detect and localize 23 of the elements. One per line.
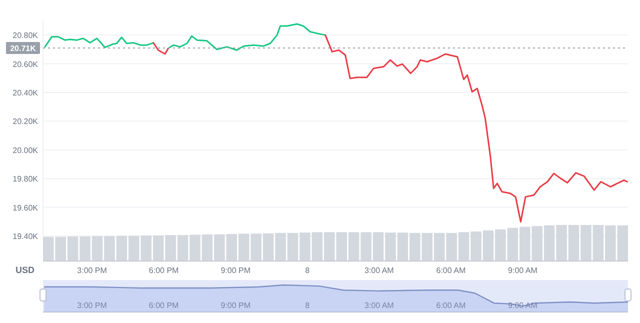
y-tick-label: 19.40K	[12, 232, 39, 241]
x-tick-label: 6:00 AM	[436, 301, 466, 310]
x-tick-label: 6:00 PM	[148, 266, 180, 275]
y-tick-label: 20.20K	[12, 117, 39, 126]
y-tick-label: 20.40K	[12, 88, 39, 98]
x-tick-label: 6:00 AM	[436, 266, 466, 275]
y-tick-label: 19.80K	[12, 174, 39, 184]
y-tick-label: 20.00K	[12, 146, 39, 155]
y-tick-label: 20.60K	[12, 60, 39, 69]
x-tick-label: 3:00 PM	[77, 301, 108, 310]
y-axis-title: USD	[15, 265, 35, 275]
x-tick-label: 8	[305, 266, 310, 275]
x-tick-label: 9:00 PM	[220, 266, 251, 275]
x-tick-label: 3:00 AM	[364, 301, 394, 310]
x-tick-label: 9:00 PM	[220, 301, 251, 310]
y-tick-label: 20.80K	[12, 31, 39, 40]
x-tick-label: 6:00 PM	[148, 301, 180, 310]
x-tick-label: 9:00 AM	[508, 266, 538, 275]
x-tick-label: 3:00 PM	[77, 266, 108, 275]
y-tick-label: 19.60K	[12, 203, 39, 212]
x-tick-label: 3:00 AM	[364, 266, 394, 275]
ref-line-label: 20.71K	[10, 44, 36, 53]
x-tick-label: 8	[305, 301, 310, 310]
